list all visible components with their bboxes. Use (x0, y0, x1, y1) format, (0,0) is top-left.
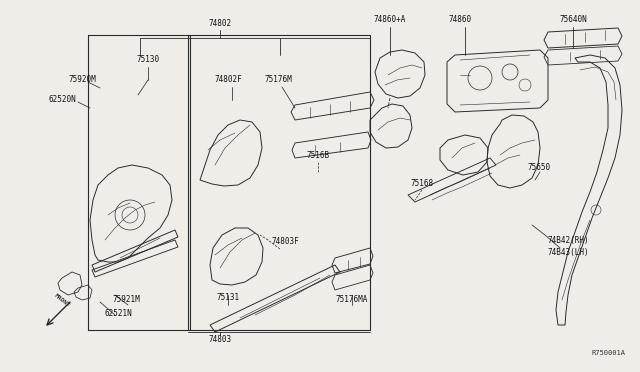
Text: R750001A: R750001A (591, 350, 625, 356)
Text: 75176MA: 75176MA (336, 295, 368, 304)
Text: FRONT: FRONT (53, 292, 71, 308)
Text: 74802: 74802 (209, 19, 232, 28)
Text: 74802F: 74802F (214, 76, 242, 84)
Text: 75130: 75130 (136, 55, 159, 64)
Text: 75176M: 75176M (264, 76, 292, 84)
Text: 75921M: 75921M (112, 295, 140, 305)
Text: 74B42(RH): 74B42(RH) (547, 235, 589, 244)
Text: 75920M: 75920M (68, 76, 96, 84)
Text: 74B43(LH): 74B43(LH) (547, 247, 589, 257)
Text: 74860: 74860 (449, 16, 472, 25)
Text: 75640N: 75640N (559, 16, 587, 25)
Text: 74803F: 74803F (271, 237, 299, 247)
Text: 62520N: 62520N (48, 96, 76, 105)
Text: 75131: 75131 (216, 294, 239, 302)
Text: 7516B: 7516B (307, 151, 330, 160)
Text: 74860+A: 74860+A (374, 16, 406, 25)
Text: 62521N: 62521N (104, 308, 132, 317)
Text: 74803: 74803 (209, 336, 232, 344)
Text: 75168: 75168 (410, 179, 433, 187)
Text: 75650: 75650 (527, 163, 550, 171)
